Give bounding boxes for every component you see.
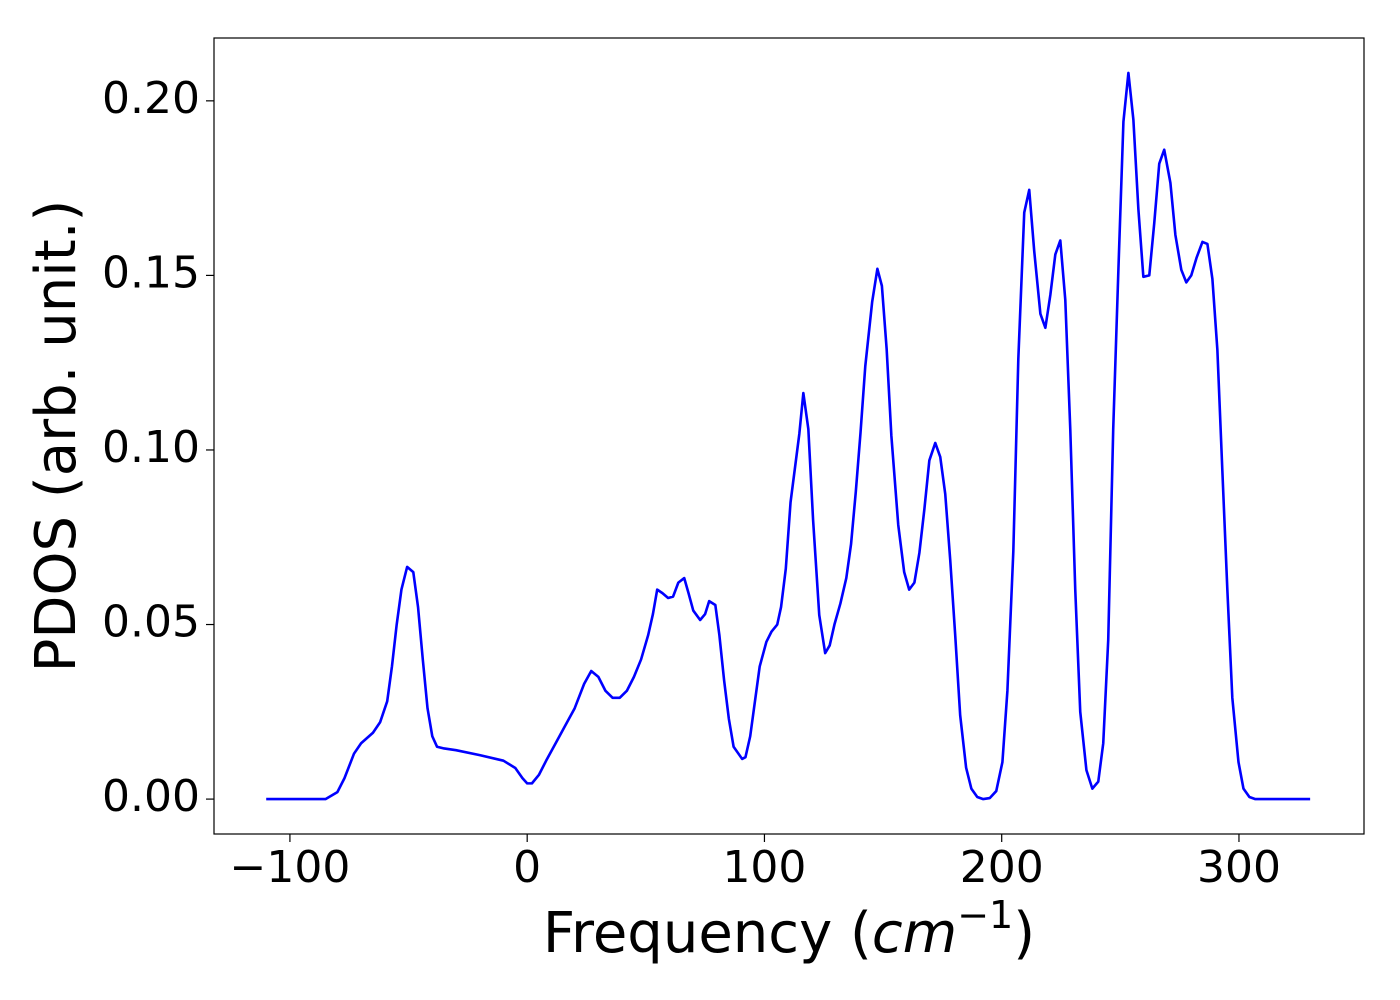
x-axis-label-text: ) bbox=[1013, 901, 1035, 966]
x-axis-label-unit: cm bbox=[872, 901, 957, 966]
x-tick-label: 300 bbox=[1197, 842, 1281, 893]
y-tick-label: 0.15 bbox=[102, 247, 200, 298]
y-tick-label: 0.05 bbox=[102, 597, 200, 648]
x-tick-label: −100 bbox=[229, 842, 350, 893]
y-tick-label: 0.00 bbox=[102, 771, 200, 822]
x-axis-label: Frequency (cm−1) bbox=[543, 893, 1035, 966]
y-axis-label: PDOS (arb. unit.) bbox=[24, 200, 89, 673]
x-tick-label: 0 bbox=[513, 842, 541, 893]
y-tick-label: 0.20 bbox=[102, 73, 200, 124]
x-axis-label-text: Frequency ( bbox=[543, 901, 872, 966]
plot-frame bbox=[213, 37, 1365, 835]
x-axis-label-exponent: −1 bbox=[957, 893, 1013, 937]
y-tick-label: 0.10 bbox=[102, 422, 200, 473]
x-tick-label: 100 bbox=[722, 842, 806, 893]
data-line bbox=[266, 71, 1311, 801]
x-tick-label: 200 bbox=[960, 842, 1044, 893]
